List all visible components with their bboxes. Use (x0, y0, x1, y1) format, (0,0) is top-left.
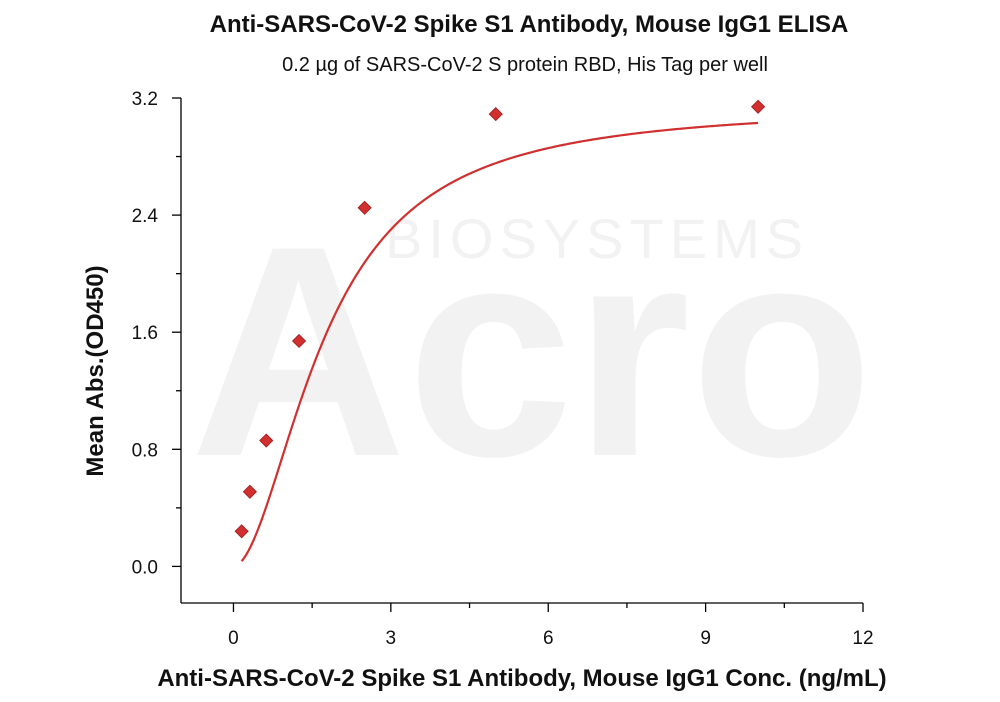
y-tick-label: 0.8 (132, 440, 158, 461)
x-tick-label: 0 (228, 628, 239, 649)
data-point-diamond (357, 200, 372, 215)
chart-title: Anti-SARS-CoV-2 Spike S1 Antibody, Mouse… (210, 11, 849, 38)
x-axis-ticks: 0 3 6 9 12 (228, 603, 874, 649)
watermark-logo-text: Acro (190, 183, 874, 519)
x-tick-label: 6 (543, 628, 554, 649)
y-tick-label: 2.4 (132, 206, 159, 227)
y-axis-title: Mean Abs.(OD450) (82, 265, 109, 476)
y-tick-label: 3.2 (132, 89, 158, 110)
data-point-diamond (488, 107, 503, 122)
x-tick-label: 9 (700, 628, 711, 649)
chart-subtitle: 0.2 µg of SARS-CoV-2 S protein RBD, His … (282, 54, 768, 76)
fit-curve (240, 121, 759, 562)
data-point-diamond (751, 99, 766, 114)
x-tick-label: 3 (386, 628, 397, 649)
x-axis-title: Anti-SARS-CoV-2 Spike S1 Antibody, Mouse… (157, 665, 886, 692)
data-point-diamond (259, 433, 274, 448)
watermark: Acro BIOSYSTEMS (190, 183, 874, 519)
x-tick-label: 12 (852, 628, 873, 649)
data-point-diamond (234, 524, 249, 539)
watermark-sub-text: BIOSYSTEMS (385, 207, 809, 270)
y-tick-label: 1.6 (132, 323, 158, 344)
y-axis-ticks: 0.0 0.8 1.6 2.4 3.2 (132, 89, 181, 578)
data-point-diamond (242, 484, 257, 499)
data-points (234, 99, 766, 539)
fit-curve-layer (240, 121, 759, 562)
data-point-diamond (291, 333, 307, 349)
y-tick-label: 0.0 (132, 557, 158, 578)
